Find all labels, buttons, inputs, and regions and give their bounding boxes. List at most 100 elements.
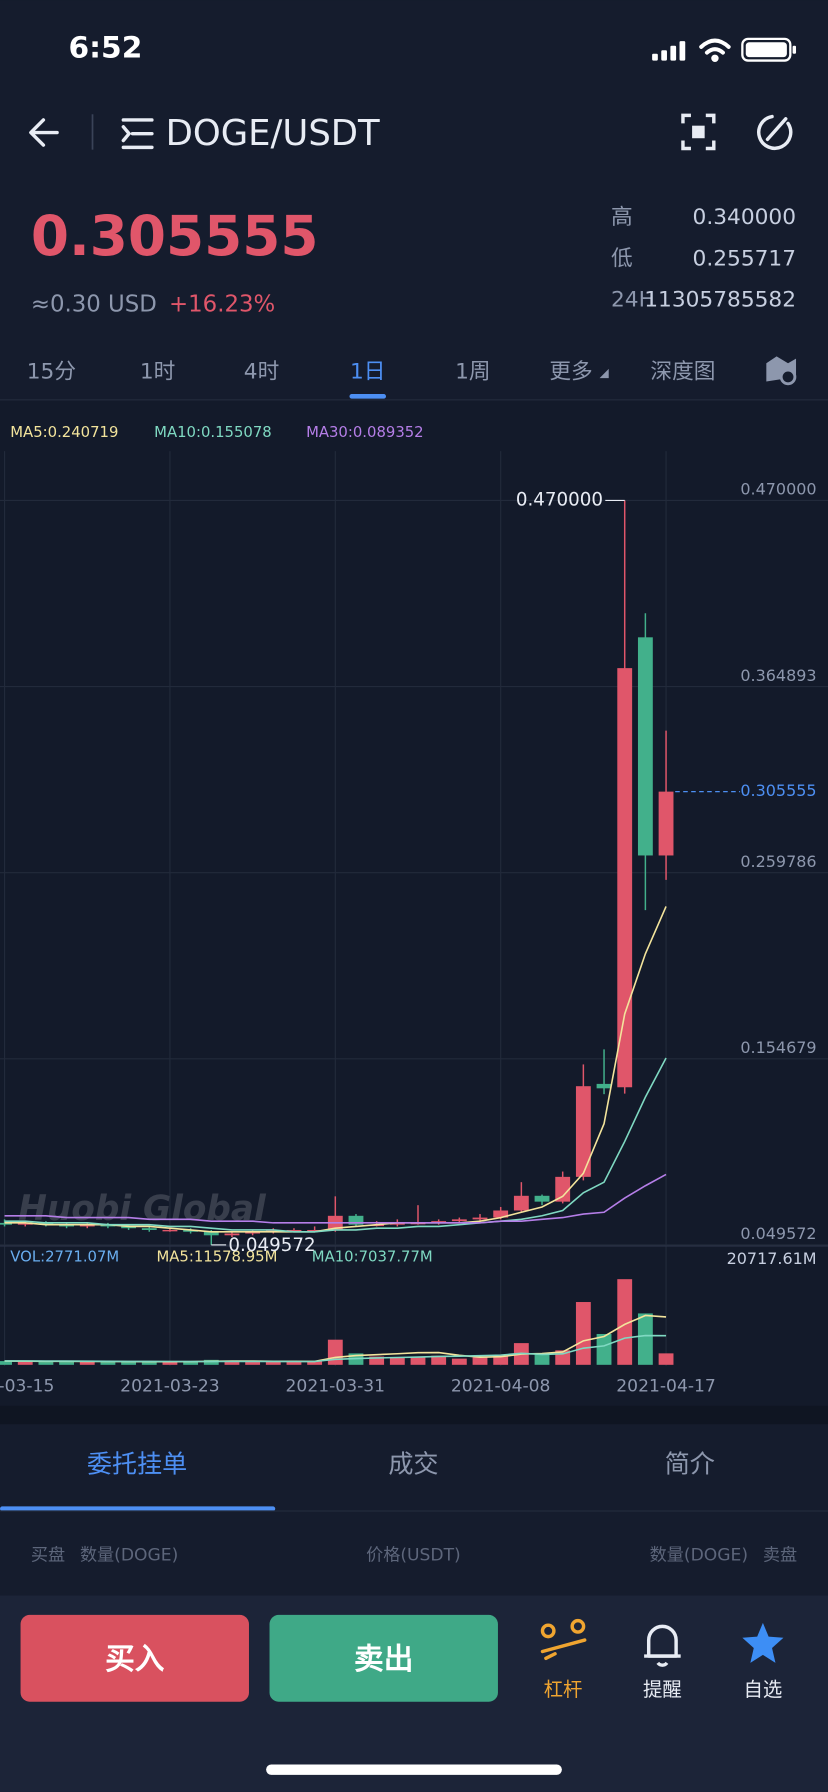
nav-label[interactable]: 杠杆 [544, 1678, 583, 1701]
candle-body [17, 1222, 33, 1225]
volume-bar [575, 1302, 591, 1365]
timeframe-tab[interactable]: 1时 [140, 359, 176, 384]
candle-body [79, 1224, 95, 1227]
timeframe-tab[interactable]: 更多 [549, 359, 592, 384]
volume-bar [617, 1279, 633, 1365]
timeframe-tab[interactable]: 深度图 [650, 359, 715, 384]
x-tick-label: 2021-04-17 [616, 1377, 716, 1397]
book-tab-underline [0, 1506, 276, 1512]
sell-button[interactable] [269, 1614, 498, 1702]
ma-legend: MA10:0.155078 [154, 424, 272, 441]
volume-bar [224, 1361, 240, 1365]
ma-line [4, 1173, 667, 1224]
candle-body [389, 1222, 405, 1225]
wifi-icon [699, 38, 731, 63]
low-annotation: 0.049572 [228, 1235, 315, 1256]
volume-bar [245, 1361, 261, 1365]
book-column-header: 买盘 [31, 1546, 65, 1566]
alert-icon[interactable] [644, 1624, 681, 1667]
y-tick-label: 0.364893 [740, 666, 816, 685]
stat-label: 高 [611, 205, 633, 230]
candle-body [472, 1217, 488, 1220]
leverage-icon[interactable] [540, 1618, 587, 1661]
candle-body [637, 637, 653, 856]
nav-label[interactable]: 提醒 [643, 1678, 682, 1701]
candle-body [658, 791, 674, 856]
stat-value: 11305785582 [644, 287, 796, 312]
book-tab[interactable]: 成交 [388, 1449, 438, 1478]
vol-ma-legend: MA10:7037.77M [312, 1248, 433, 1265]
timeframe-tab[interactable]: 1周 [455, 359, 491, 384]
x-tick-label: 2021-04-08 [451, 1377, 551, 1397]
back-button[interactable] [29, 118, 59, 147]
candle-body [59, 1224, 75, 1227]
candle-body [513, 1195, 529, 1211]
candle-body [493, 1210, 509, 1218]
vol-legend: VOL:2771.07M [10, 1248, 119, 1265]
last-price-label: 0.305555 [740, 781, 816, 800]
signal-icon [652, 41, 686, 61]
candle-body [451, 1219, 467, 1222]
kline-chart: 2021-03-15 2021-03-23 2021-03-31 2021-04-08… [0, 424, 828, 1397]
high-annotation: 0.470000 [516, 489, 603, 510]
candle-body [575, 1086, 591, 1177]
nav-label[interactable]: 自选 [743, 1678, 782, 1701]
volume-bar [307, 1361, 323, 1365]
candle-body [265, 1229, 281, 1232]
volume-bar [100, 1361, 116, 1365]
volume-bar [0, 1361, 12, 1365]
candle-body [183, 1229, 199, 1232]
stat-value: 0.340000 [693, 205, 796, 230]
volume-bar [596, 1333, 612, 1365]
candle-body [286, 1229, 302, 1232]
book-column-header: 数量(DOGE) [650, 1546, 748, 1566]
ma-legend: MA30:0.089352 [306, 424, 424, 441]
y-tick-label: 0.470000 [740, 480, 816, 499]
sell-label: 卖出 [354, 1642, 413, 1677]
volume-bar [637, 1313, 653, 1365]
timeframe-tab[interactable]: 15分 [27, 359, 76, 384]
pair-title: DOGE/USDT [166, 113, 380, 154]
timeframe-tab[interactable]: 1日 [350, 359, 385, 384]
stat-value: 0.255717 [693, 246, 796, 271]
candle-body [348, 1215, 364, 1225]
volume-bar [410, 1356, 426, 1365]
usd-price: ≈0.30 USD [31, 291, 157, 317]
chart-settings-icon[interactable] [766, 356, 797, 386]
stat-label: 低 [611, 246, 633, 271]
volume-bar [183, 1361, 199, 1365]
buy-button[interactable] [20, 1614, 249, 1702]
y-tick-label: 0.154679 [740, 1038, 816, 1057]
candle-body [224, 1233, 240, 1236]
battery-icon [741, 37, 797, 62]
volume-bar [265, 1361, 281, 1365]
share-icon[interactable] [757, 114, 793, 150]
volume-bar [431, 1355, 447, 1365]
book-column-header: 卖盘 [763, 1546, 797, 1566]
chart-area [0, 400, 828, 1406]
favorite-icon[interactable] [742, 1622, 784, 1663]
y-tick-label: 0.259786 [740, 852, 816, 871]
candle-body [0, 1222, 12, 1225]
candle-body [162, 1229, 178, 1232]
ma-line [4, 1334, 667, 1363]
x-tick-label: 2021-03-23 [120, 1377, 220, 1397]
volume-bar [162, 1361, 178, 1365]
timeframe-tab[interactable]: 4时 [244, 359, 280, 384]
book-tab[interactable]: 简介 [665, 1449, 715, 1478]
vol-ma-legend: MA5:11578.95M [156, 1248, 277, 1265]
candle-body [307, 1229, 323, 1232]
buy-label: 买入 [105, 1642, 165, 1677]
book-tab[interactable]: 委托挂单 [87, 1449, 187, 1478]
volume-bar [327, 1339, 343, 1365]
volume-bar [121, 1361, 137, 1365]
section-gap [0, 1405, 828, 1425]
candle-body [121, 1226, 137, 1229]
menu-icon[interactable] [121, 118, 154, 150]
candle-body [617, 668, 633, 1088]
scan-icon[interactable] [681, 113, 716, 151]
home-indicator [266, 1764, 562, 1775]
y-tick-label: 0.049572 [740, 1224, 816, 1243]
volume-bar [286, 1361, 302, 1365]
